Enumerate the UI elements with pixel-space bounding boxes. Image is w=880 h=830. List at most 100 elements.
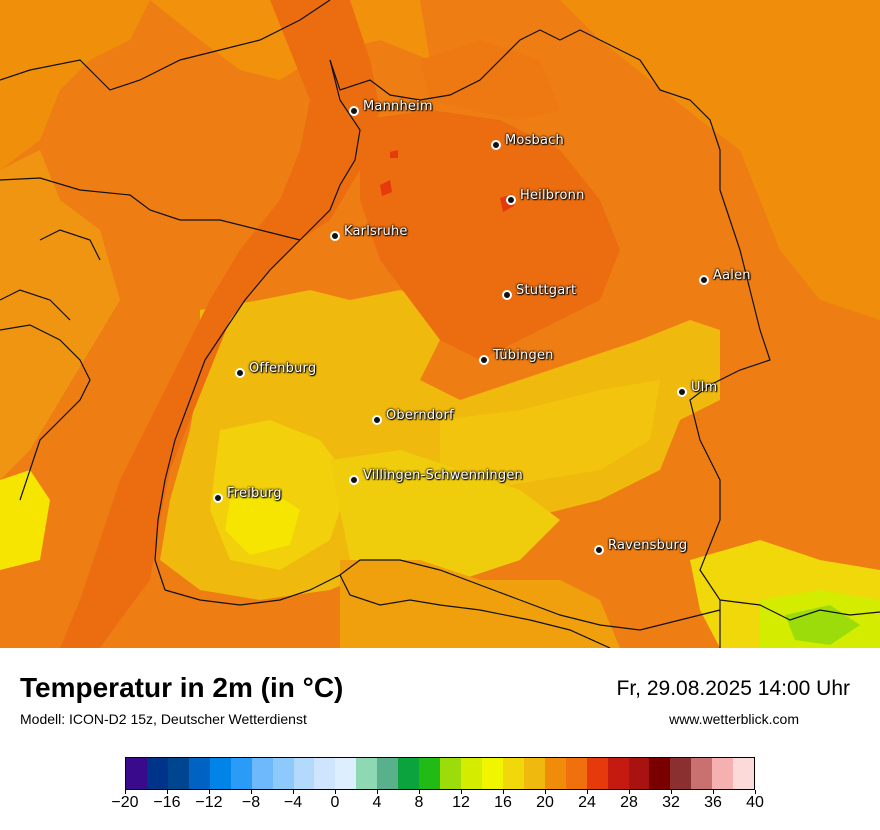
city-label: Villingen-Schwenningen <box>363 468 523 483</box>
legend-color-4 <box>209 758 231 789</box>
temp-zone-rhine-west <box>0 150 120 480</box>
legend-tick-mark <box>587 790 588 794</box>
legend-tick-label: 4 <box>372 794 382 811</box>
legend-tick-mark <box>461 790 462 794</box>
map-footer: Temperatur in 2m (in °C) Modell: ICON-D2… <box>0 648 880 830</box>
forecast-datetime: Fr, 29.08.2025 14:00 Uhr <box>616 677 851 700</box>
city-label: Heilbronn <box>520 188 585 203</box>
city-marker-icon <box>677 387 687 397</box>
color-legend-bar <box>125 757 755 790</box>
legend-tick-mark <box>671 790 672 794</box>
state-border-palatinate <box>0 177 301 241</box>
legend-tick-mark <box>209 790 210 794</box>
legend-color-2 <box>167 758 189 789</box>
city-label: Aalen <box>713 268 751 283</box>
legend-tick-mark <box>713 790 714 794</box>
temp-zone-swabian-jura <box>440 380 660 490</box>
city-label: Offenburg <box>249 361 317 376</box>
legend-color-20 <box>544 758 566 789</box>
city-label: Ulm <box>691 380 718 395</box>
legend-tick-mark <box>377 790 378 794</box>
legend-tick-label: −12 <box>195 794 223 811</box>
temp-zone-switzerland <box>340 560 620 648</box>
legend-color-18 <box>502 758 524 789</box>
city-marker-icon <box>491 140 501 150</box>
temperature-map[interactable]: Mannheim Mosbach Heilbronn Karlsruhe Aal… <box>0 0 880 648</box>
map-title: Temperatur in 2m (in °C) <box>20 672 344 703</box>
legend-tick-mark <box>503 790 504 794</box>
legend-color-27 <box>691 758 713 789</box>
legend-color-13 <box>398 758 420 789</box>
austria-border <box>719 599 880 621</box>
color-legend-ticks: −20 −16 −12 −8 −4 0 4 8 12 16 20 24 28 32 36 40 <box>111 790 764 820</box>
city-label: Ravensburg <box>608 538 688 553</box>
city-label: Freiburg <box>227 486 282 501</box>
border-west-1 <box>0 289 71 321</box>
legend-tick-label: 12 <box>452 794 470 811</box>
temp-zone-high-black-forest <box>225 490 300 555</box>
city-marker-icon <box>699 275 709 285</box>
temp-hotspot-rhine <box>380 180 392 196</box>
swiss-border-south <box>339 574 611 648</box>
city-marker-icon <box>213 493 223 503</box>
city-label: Mannheim <box>363 99 433 114</box>
temp-zone-north-west <box>0 0 150 170</box>
city-marker-icon <box>502 290 512 300</box>
france-border <box>0 324 91 501</box>
legend-tick-mark <box>419 790 420 794</box>
legend-color-8 <box>293 758 315 789</box>
legend-tick-label: 16 <box>494 794 512 811</box>
legend-color-21 <box>565 758 587 789</box>
legend-color-25 <box>649 758 671 789</box>
legend-tick-label: 20 <box>536 794 554 811</box>
legend-color-29 <box>733 758 755 789</box>
river-rhine-border <box>154 239 301 591</box>
state-border-north-east <box>329 29 601 101</box>
city-marker-icon <box>235 368 245 378</box>
legend-color-16 <box>461 758 482 789</box>
temp-zone-rhine-valley <box>0 470 50 570</box>
legend-tick-label: 40 <box>746 794 764 811</box>
city-marker-icon <box>330 231 340 241</box>
border-lines <box>0 0 880 648</box>
legend-color-3 <box>188 758 210 789</box>
state-border-north <box>0 0 331 91</box>
legend-color-22 <box>586 758 608 789</box>
legend-tick-label: −8 <box>241 794 261 811</box>
temp-zone-north-east <box>560 0 880 320</box>
temp-hotspot-odenwald <box>390 150 398 158</box>
legend-color-1 <box>146 758 168 789</box>
legend-tick-mark <box>293 790 294 794</box>
legend-color-28 <box>712 758 734 789</box>
legend-color-12 <box>377 758 399 789</box>
legend-tick-mark <box>167 790 168 794</box>
legend-color-7 <box>272 758 294 789</box>
legend-tick-label: −4 <box>283 794 303 811</box>
legend-tick-mark <box>335 790 336 794</box>
state-border-hesse <box>299 59 361 241</box>
legend-color-17 <box>481 758 503 789</box>
legend-color-10 <box>335 758 357 789</box>
legend-tick-mark <box>251 790 252 794</box>
site-url[interactable]: www.wetterblick.com <box>669 711 799 727</box>
legend-tick-label: 24 <box>578 794 596 811</box>
legend-color-19 <box>523 758 545 789</box>
city-label: Mosbach <box>505 133 564 148</box>
legend-color-15 <box>440 758 461 789</box>
city-label: Oberndorf <box>386 408 454 423</box>
legend-tick-label: 32 <box>662 794 680 811</box>
legend-color-14 <box>419 758 441 789</box>
legend-tick-mark <box>629 790 630 794</box>
legend-color-23 <box>607 758 629 789</box>
legend-tick-label: 8 <box>414 794 424 811</box>
legend-tick-label: −16 <box>153 794 181 811</box>
temp-zone-upper-rhine-valley <box>60 0 380 648</box>
city-marker-icon <box>349 475 359 485</box>
legend-color-24 <box>628 758 650 789</box>
legend-tick-mark <box>545 790 546 794</box>
legend-tick-label: 36 <box>704 794 722 811</box>
model-source: Modell: ICON-D2 15z, Deutscher Wetterdie… <box>20 711 307 727</box>
border-west-2 <box>39 229 101 261</box>
city-label: Tübingen <box>493 348 554 363</box>
temp-zone-neckar-valley <box>360 110 620 360</box>
